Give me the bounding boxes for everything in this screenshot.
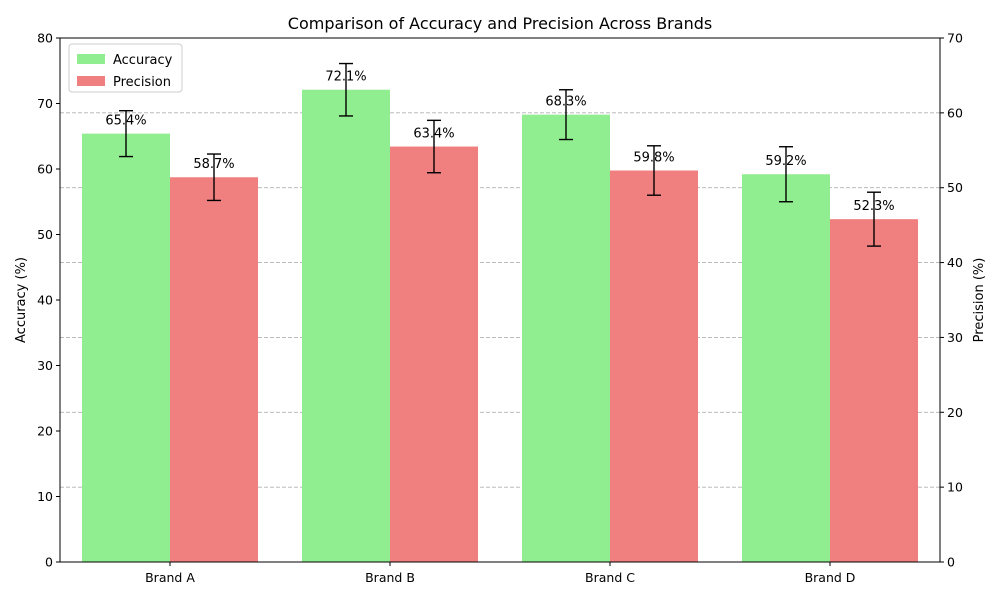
data-label-precision: 58.7%: [193, 157, 234, 172]
x-tick-label: Brand D: [805, 570, 856, 585]
bar-accuracy: [522, 114, 610, 562]
right-tick-label: 50: [947, 180, 963, 195]
data-label-accuracy: 72.1%: [325, 70, 366, 85]
bar-precision: [610, 170, 698, 563]
data-label-precision: 59.8%: [633, 150, 674, 165]
y-axis-title-left: Accuracy (%): [14, 257, 29, 343]
data-label-precision: 63.4%: [413, 127, 454, 142]
left-tick-label: 40: [37, 293, 53, 308]
legend-label-accuracy: Accuracy: [113, 53, 173, 68]
axes-layer: 0 10 20 30 40 50 60 70 80 0 10 20 30 40 50 60 70 Brand A B…: [14, 31, 987, 586]
error-bars-layer: [119, 62, 881, 247]
bar-precision: [170, 177, 258, 562]
data-label-accuracy: 59.2%: [765, 154, 806, 169]
bars-layer: [82, 89, 918, 563]
left-tick-label: 60: [37, 162, 53, 177]
left-tick-label: 50: [37, 227, 53, 242]
x-tick-label: Brand C: [585, 570, 635, 585]
left-tick-label: 20: [37, 424, 53, 439]
x-tick-label: Brand B: [365, 570, 415, 585]
bar-accuracy: [82, 133, 170, 562]
right-tick-label: 30: [947, 330, 963, 345]
right-tick-label: 60: [947, 105, 963, 120]
right-tick-label: 40: [947, 255, 963, 270]
x-tick-label: Brand A: [145, 570, 195, 585]
right-tick-label: 20: [947, 405, 963, 420]
right-tick-label: 70: [947, 31, 963, 46]
left-tick-label: 70: [37, 96, 53, 111]
data-label-accuracy: 65.4%: [105, 114, 146, 129]
left-tick-label: 80: [37, 31, 53, 46]
bar-precision: [390, 146, 478, 563]
left-tick-label: 10: [37, 489, 53, 504]
chart-title: Comparison of Accuracy and Precision Acr…: [288, 14, 712, 33]
bar-accuracy: [302, 89, 390, 563]
left-tick-label: 30: [37, 358, 53, 373]
left-tick-label: 0: [45, 555, 53, 570]
y-axis-title-right: Precision (%): [972, 258, 987, 343]
legend-swatch-precision: [77, 76, 105, 86]
legend-swatch-accuracy: [77, 54, 105, 64]
data-label-precision: 52.3%: [853, 199, 894, 214]
legend-label-precision: Precision: [113, 75, 171, 90]
right-tick-label: 10: [947, 480, 963, 495]
bar-accuracy: [742, 174, 830, 563]
legend: Accuracy Precision: [68, 43, 183, 93]
bar-precision: [830, 219, 918, 562]
data-labels-layer: 65.4% 58.7% 72.1% 63.4% 68.3% 59.8% 59.2% 52.3%: [105, 70, 894, 214]
right-tick-label: 0: [947, 555, 955, 570]
data-label-accuracy: 68.3%: [545, 95, 586, 110]
